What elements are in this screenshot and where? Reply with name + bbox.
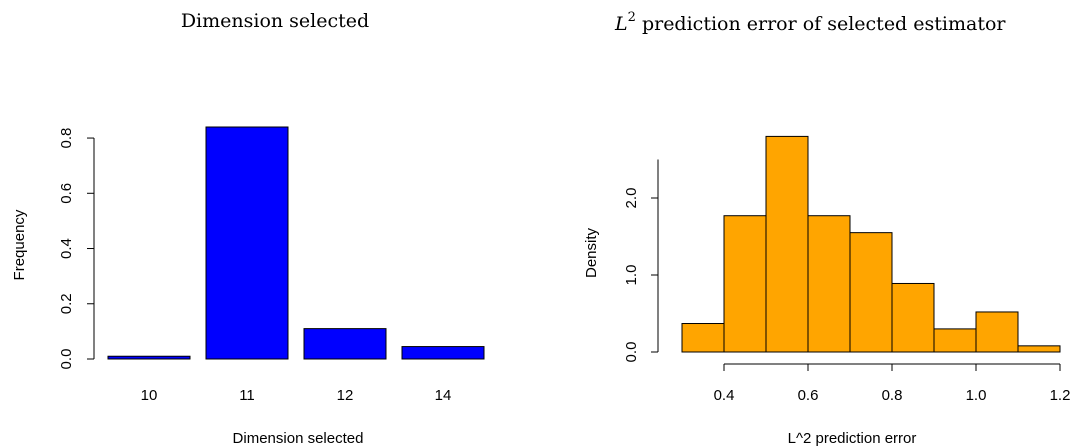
chart1-y-ticks: 0.0 0.2 0.4 0.6 0.8: [58, 128, 94, 370]
chart2-y-tick-label: 2.0: [623, 188, 640, 209]
chart1-x-tick-label: 12: [337, 387, 354, 404]
chart1-bar: [206, 127, 288, 359]
chart2-bar: [724, 216, 766, 352]
chart1-y-tick-label: 0.4: [58, 238, 75, 259]
chart1-y-axis-label: Frequency: [11, 209, 28, 280]
chart2-x-tick-label: 1.0: [966, 387, 987, 404]
chart2-x-tick-label: 0.6: [798, 387, 819, 404]
chart1-y-tick-label: 0.0: [58, 349, 75, 370]
chart2-bars: [682, 136, 1060, 352]
chart1-y-tick-label: 0.6: [58, 183, 75, 204]
chart2-bar: [1018, 346, 1060, 352]
chart2-bar: [808, 216, 850, 352]
chart1-x-tick-label: 10: [141, 387, 158, 404]
chart1-x-tick-label: 11: [239, 387, 255, 404]
chart2-bar: [766, 136, 808, 352]
chart1-x-tick-labels: 10 11 12 14: [141, 387, 452, 404]
chart2-x-axis-label: L^2 prediction error: [788, 430, 917, 447]
chart2-bar: [892, 283, 934, 352]
chart2-bar: [934, 329, 976, 352]
chart1-x-tick-label: 14: [435, 387, 452, 404]
chart2-y-axis-label: Density: [583, 227, 600, 278]
chart2-bar: [682, 324, 724, 352]
chart1-bar: [402, 347, 484, 359]
prediction-error-histogram: L2 prediction error of selected estimato…: [583, 10, 1070, 447]
chart2-x-ticks: 0.4 0.6 0.8 1.0 1.2: [714, 364, 1071, 404]
chart1-y-tick-label: 0.2: [58, 293, 75, 314]
chart2-x-tick-label: 1.2: [1050, 387, 1071, 404]
chart1-x-axis-label: Dimension selected: [233, 430, 364, 447]
chart1-y-tick-label: 0.8: [58, 128, 75, 149]
chart2-title-rest: prediction error of selected estimator: [636, 13, 1006, 35]
chart2-title-sup: 2: [628, 10, 636, 25]
chart2-y-tick-label: 1.0: [623, 265, 640, 286]
chart1-bars: [108, 127, 484, 359]
chart2-title: L2 prediction error of selected estimato…: [614, 10, 1006, 35]
dimension-frequency-chart: Dimension selected Frequency Dimension s…: [11, 10, 484, 447]
chart2-bar: [850, 233, 892, 352]
chart2-x-tick-label: 0.4: [714, 387, 735, 404]
chart1-bar: [108, 356, 190, 359]
chart2-y-tick-label: 0.0: [623, 342, 640, 363]
chart2-x-tick-label: 0.8: [882, 387, 903, 404]
chart2-y-ticks: 0.0 1.0 2.0: [623, 188, 658, 363]
chart1-title: Dimension selected: [181, 10, 369, 32]
chart2-bar: [976, 312, 1018, 352]
chart1-bar: [304, 329, 386, 359]
chart2-title-l: L: [614, 13, 628, 35]
